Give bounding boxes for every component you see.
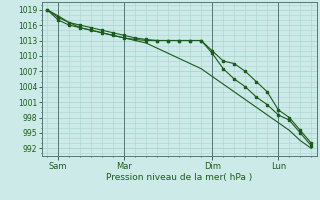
X-axis label: Pression niveau de la mer( hPa ): Pression niveau de la mer( hPa ) (106, 173, 252, 182)
